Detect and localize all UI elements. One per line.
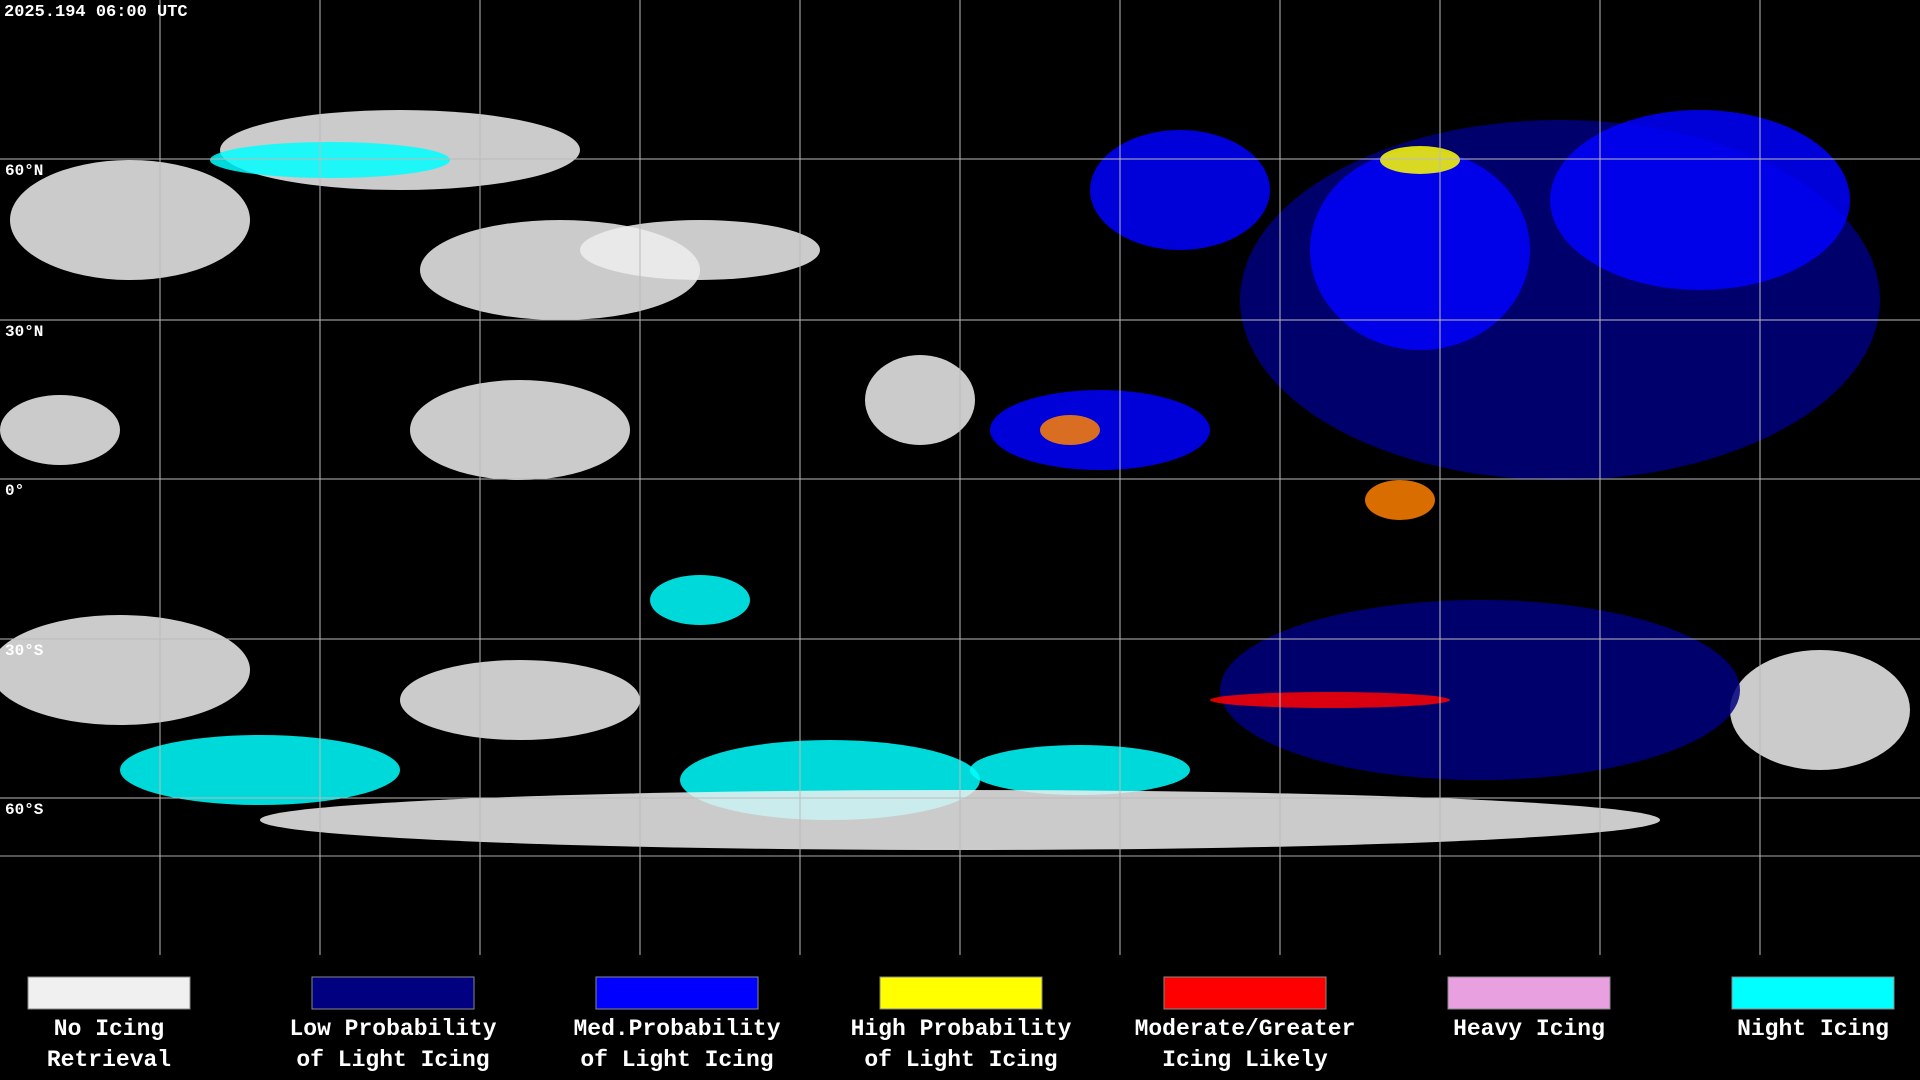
- cloud: [1730, 650, 1910, 770]
- latitude-label: 30°N: [5, 323, 43, 341]
- graticule: [0, 0, 1920, 955]
- cloud: [865, 355, 975, 445]
- cloud: [1550, 110, 1850, 290]
- latitude-label: 0°: [5, 482, 24, 500]
- legend-swatch: [1731, 976, 1895, 1010]
- cloud: [1210, 692, 1450, 708]
- legend-swatch: [27, 976, 191, 1010]
- legend-label: Icing Likely: [1162, 1047, 1328, 1073]
- legend-label: No Icing: [54, 1016, 164, 1042]
- cloud: [400, 660, 640, 740]
- latitude-labels: 60°N 30°N 0° 30°S 60°S: [5, 162, 44, 819]
- legend-label: Moderate/Greater: [1135, 1016, 1356, 1042]
- legend-swatch: [1447, 976, 1611, 1010]
- legend-label: High Probability: [851, 1016, 1072, 1042]
- cloud-layer: [0, 110, 1920, 857]
- cloud: [210, 142, 450, 178]
- legend-swatch: [1163, 976, 1327, 1010]
- legend: No Icing Retrieval Low Probability of Light…: [27, 976, 1895, 1073]
- legend-label: Night Icing: [1737, 1016, 1889, 1042]
- legend-label: Retrieval: [47, 1047, 171, 1073]
- cloud: [10, 160, 250, 280]
- cloud: [970, 745, 1190, 795]
- legend-label: of Light Icing: [864, 1047, 1057, 1073]
- cloud: [1220, 600, 1740, 780]
- cloud: [410, 380, 630, 480]
- legend-label: Med.Probability: [573, 1016, 780, 1042]
- cloud: [650, 575, 750, 625]
- legend-swatch: [311, 976, 475, 1010]
- legend-swatch: [879, 976, 1043, 1010]
- cloud: [580, 220, 820, 280]
- timestamp: 2025.194 06:00 UTC: [4, 3, 188, 22]
- legend-swatch: [595, 976, 759, 1010]
- cloud: [1090, 130, 1270, 250]
- latitude-label: 60°S: [5, 801, 44, 819]
- latitude-label: 30°S: [5, 642, 44, 660]
- cloud: [1040, 415, 1100, 445]
- legend-label: of Light Icing: [296, 1047, 489, 1073]
- cloud: [0, 395, 120, 465]
- legend-label: Low Probability: [289, 1016, 496, 1042]
- legend-label: of Light Icing: [580, 1047, 773, 1073]
- cloud: [0, 615, 250, 725]
- latitude-label: 60°N: [5, 162, 43, 180]
- cloud: [1380, 146, 1460, 174]
- legend-label: Heavy Icing: [1453, 1016, 1605, 1042]
- cloud: [1365, 480, 1435, 520]
- cloud: [1310, 150, 1530, 350]
- cloud: [120, 735, 400, 805]
